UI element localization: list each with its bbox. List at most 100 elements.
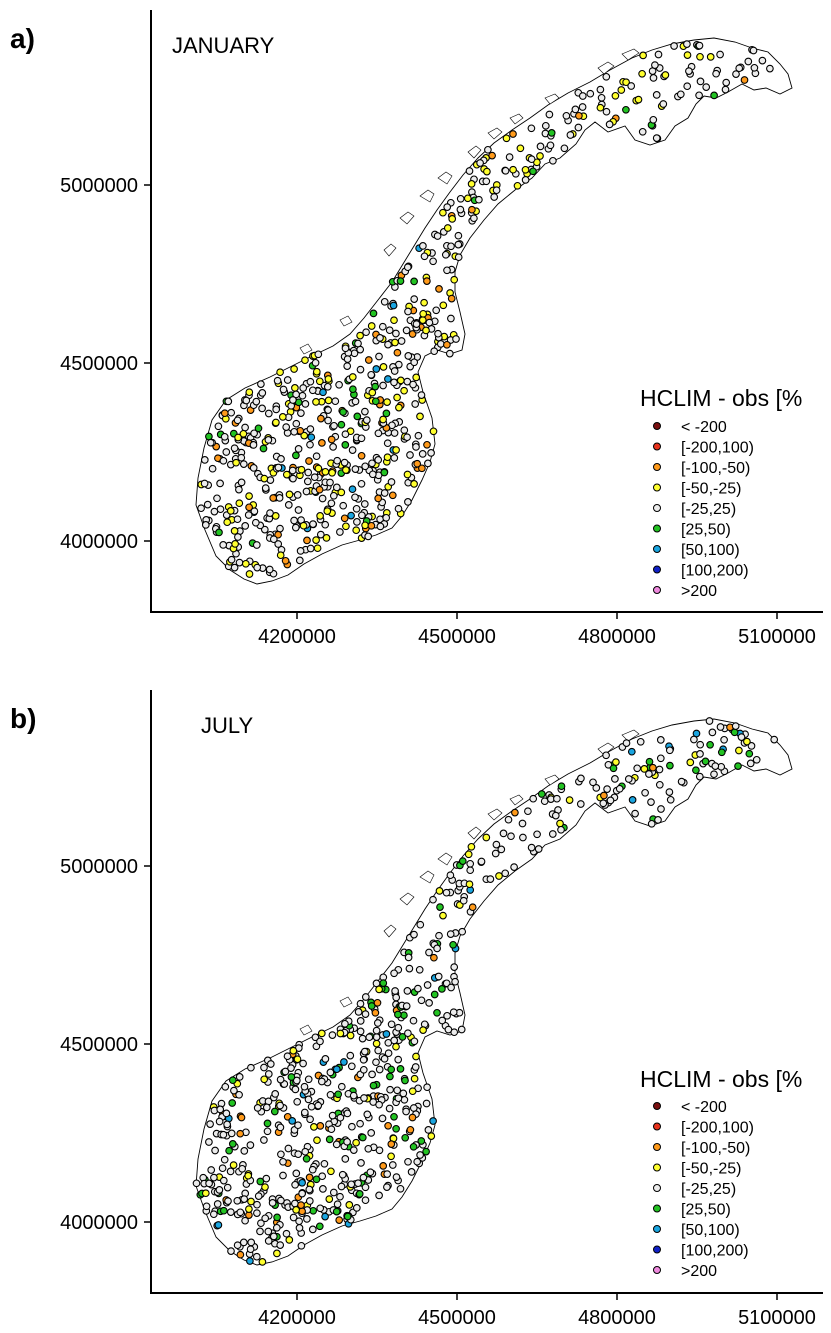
station-marker — [220, 1155, 229, 1164]
station-marker — [696, 750, 704, 758]
station-marker — [556, 819, 564, 828]
station-marker — [410, 930, 418, 939]
island — [299, 1024, 313, 1036]
station-marker — [367, 521, 376, 530]
station-marker — [252, 541, 261, 549]
station-marker — [219, 1130, 228, 1139]
station-marker — [260, 525, 269, 534]
station-marker — [410, 1074, 419, 1083]
station-marker — [612, 758, 620, 766]
station-marker — [245, 570, 254, 578]
legend-label: [50,100) — [681, 1222, 740, 1239]
station-marker — [241, 423, 249, 432]
island — [509, 113, 524, 125]
station-marker — [346, 1031, 355, 1040]
station-marker — [416, 412, 424, 421]
station-marker — [656, 754, 665, 763]
station-marker — [390, 316, 398, 325]
station-marker — [547, 129, 556, 137]
station-marker — [216, 479, 224, 488]
station-marker — [320, 1159, 329, 1168]
station-marker — [218, 1164, 227, 1173]
station-marker — [308, 386, 317, 395]
x-ticks: 4200000 4500000 4800000 5100000 — [258, 1293, 816, 1329]
station-marker — [337, 488, 346, 497]
station-marker — [236, 1208, 245, 1217]
station-marker — [276, 551, 285, 560]
station-marker — [318, 494, 327, 503]
station-marker — [279, 1157, 287, 1166]
station-marker — [234, 533, 242, 541]
station-marker — [230, 527, 239, 535]
station-marker — [429, 257, 437, 266]
station-marker — [332, 1065, 341, 1074]
station-marker — [289, 1213, 298, 1222]
station-marker — [229, 1161, 238, 1169]
legend-label: >200 — [681, 583, 717, 600]
station-marker — [223, 1120, 231, 1129]
station-marker — [223, 518, 232, 527]
station-marker — [423, 440, 431, 449]
station-marker — [287, 1073, 296, 1081]
station-marker — [246, 1245, 255, 1254]
station-marker — [367, 1002, 376, 1010]
station-marker — [383, 398, 391, 406]
station-marker — [410, 1037, 419, 1046]
station-marker — [735, 64, 744, 73]
station-marker — [343, 362, 352, 370]
station-marker — [380, 489, 389, 497]
station-marker — [374, 1046, 383, 1055]
station-marker — [382, 513, 391, 522]
station-marker — [338, 1170, 347, 1179]
station-marker — [225, 1146, 233, 1155]
station-marker — [239, 460, 248, 468]
station-marker — [336, 1192, 344, 1201]
station-marker — [219, 456, 228, 465]
station-marker — [701, 757, 710, 766]
station-marker — [415, 965, 424, 974]
station-marker — [284, 1144, 293, 1153]
station-marker — [241, 559, 250, 568]
island — [399, 892, 415, 906]
station-marker — [315, 1222, 324, 1231]
station-marker — [372, 1033, 381, 1041]
station-marker — [395, 403, 403, 412]
station-marker — [418, 316, 427, 324]
station-marker — [261, 1214, 270, 1223]
station-marker — [304, 1075, 313, 1084]
station-marker — [289, 1046, 298, 1055]
station-marker — [343, 355, 352, 363]
station-marker — [627, 747, 636, 756]
station-marker — [247, 1197, 255, 1206]
legend-label: < -200 — [681, 1099, 727, 1116]
station-marker — [361, 1010, 370, 1018]
station-marker — [262, 1174, 271, 1183]
station-marker — [368, 1070, 376, 1079]
station-marker — [443, 203, 452, 211]
station-marker — [553, 794, 561, 803]
station-marker — [313, 1136, 321, 1145]
station-marker — [368, 459, 376, 468]
station-marker — [692, 766, 700, 775]
station-marker — [422, 1147, 430, 1156]
station-marker — [657, 805, 665, 813]
station-marker — [384, 375, 392, 383]
station-marker — [356, 999, 365, 1008]
station-marker — [250, 429, 258, 438]
station-marker — [371, 397, 380, 406]
island — [544, 93, 560, 105]
legend-swatch — [653, 422, 661, 430]
station-marker — [347, 511, 355, 520]
station-marker — [356, 1119, 364, 1128]
station-marker — [750, 63, 759, 72]
station-marker — [710, 91, 718, 100]
station-marker — [233, 1196, 242, 1205]
island — [419, 870, 435, 884]
y-ticks: 5000000 4500000 4000000 — [60, 856, 151, 1234]
station-marker — [343, 1212, 352, 1221]
station-marker — [233, 1241, 242, 1250]
station-marker — [375, 1191, 383, 1200]
station-marker — [413, 459, 422, 468]
station-marker — [279, 385, 288, 394]
station-marker — [369, 1081, 378, 1090]
